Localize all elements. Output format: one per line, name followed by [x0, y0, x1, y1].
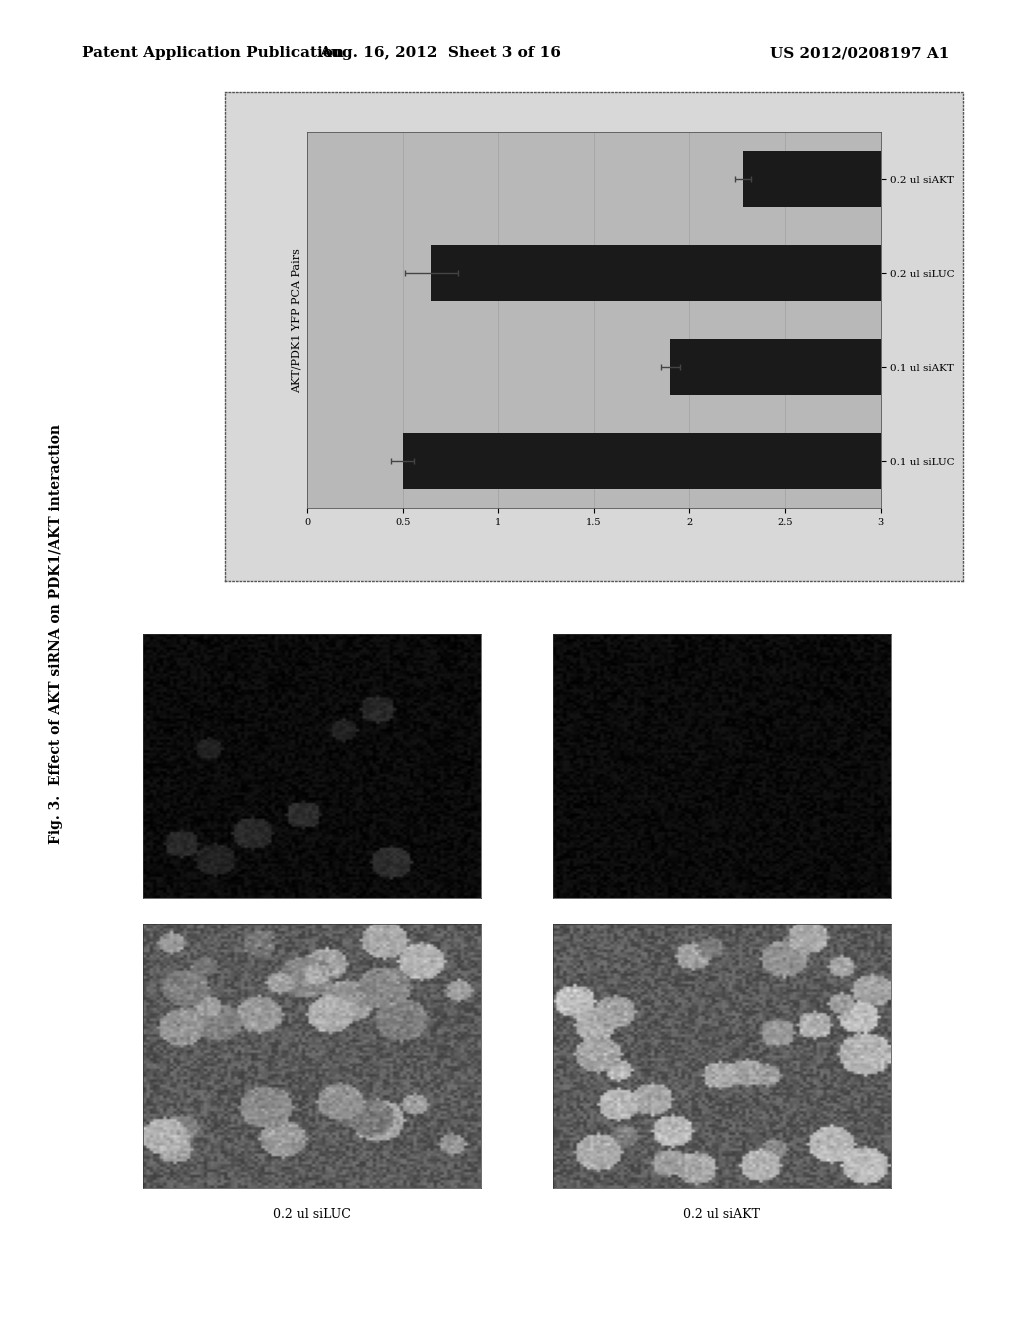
Bar [743, 150, 881, 207]
Text: Patent Application Publication: Patent Application Publication [82, 46, 344, 61]
Text: US 2012/0208197 A1: US 2012/0208197 A1 [770, 46, 950, 61]
Text: Aug. 16, 2012  Sheet 3 of 16: Aug. 16, 2012 Sheet 3 of 16 [319, 46, 561, 61]
Text: 0.2 ul siAKT: 0.2 ul siAKT [683, 1208, 761, 1221]
Bar [402, 433, 881, 490]
Bar [431, 246, 881, 301]
Bar [671, 339, 881, 396]
Text: 0.2 ul siLUC: 0.2 ul siLUC [273, 1208, 351, 1221]
Text: Fig. 3.  Effect of AKT siRNA on PDK1/AKT interaction: Fig. 3. Effect of AKT siRNA on PDK1/AKT … [49, 424, 63, 843]
Y-axis label: AKT/PDK1 YFP PCA Pairs: AKT/PDK1 YFP PCA Pairs [292, 248, 302, 392]
